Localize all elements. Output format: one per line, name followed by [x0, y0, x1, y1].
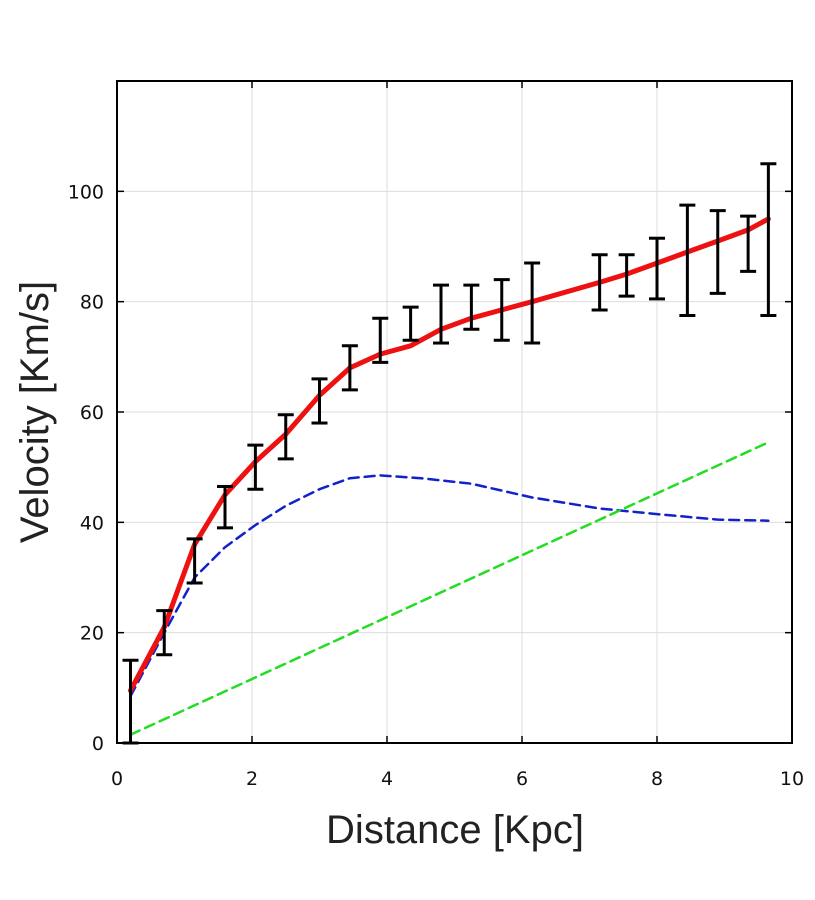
error-bar: [341, 344, 358, 392]
error-bar: [217, 484, 233, 530]
x-tick-label: 4: [381, 768, 393, 790]
component-b-dashed-line: [129, 441, 770, 736]
x-tick-label: 0: [111, 768, 123, 790]
error-bar: [311, 377, 328, 425]
grid-lines: [117, 81, 792, 743]
y-tick-label: 0: [92, 733, 104, 755]
error-bar: [493, 278, 510, 342]
x-tick-label: 6: [516, 768, 528, 790]
error-bar: [709, 209, 726, 295]
y-tick-label: 20: [80, 623, 104, 645]
error-bar: [649, 236, 665, 301]
error-bar: [186, 537, 203, 585]
error-bar: [740, 214, 757, 273]
error-bar: [156, 609, 173, 657]
error-bar: [277, 413, 294, 461]
error-bar: [463, 283, 480, 331]
error-bar: [433, 283, 449, 345]
error-bar: [372, 316, 389, 364]
y-tick-label: 100: [68, 181, 104, 203]
y-tick-label: 60: [80, 402, 104, 424]
y-tick-label: 80: [80, 292, 104, 314]
x-tick-label: 2: [246, 768, 258, 790]
x-tick-label: 8: [651, 768, 663, 790]
error-bar: [524, 261, 541, 345]
error-bar: [247, 443, 264, 491]
error-bar: [760, 162, 777, 317]
error-bar: [402, 305, 419, 342]
x-tick-label: 10: [780, 768, 804, 790]
component-a-dashed-line: [129, 474, 770, 698]
x-axis-title: Distance [Kpc]: [326, 808, 584, 852]
error-bars: [122, 162, 777, 745]
error-bar: [679, 203, 696, 317]
y-axis-title: Velocity [Km/s]: [13, 281, 57, 543]
y-tick-label: 40: [80, 512, 104, 534]
error-bar: [591, 253, 608, 312]
error-bar: [618, 253, 635, 298]
